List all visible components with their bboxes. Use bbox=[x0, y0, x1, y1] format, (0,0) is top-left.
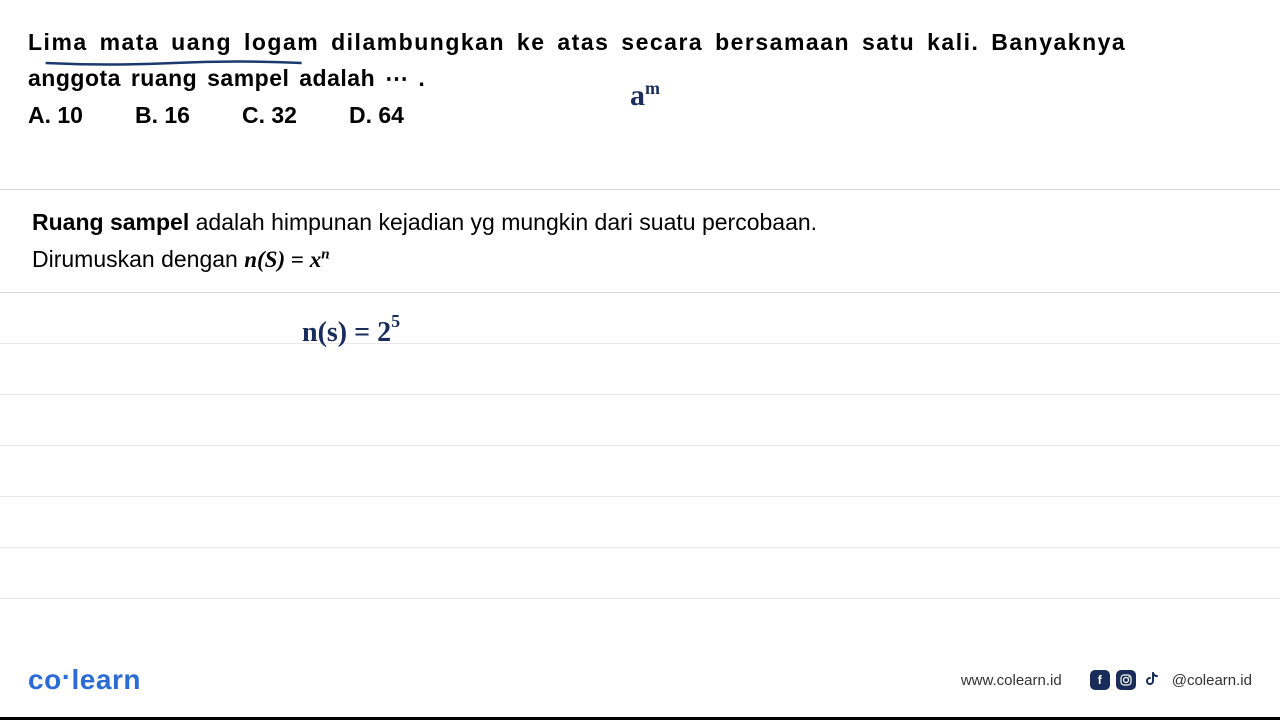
footer-url: www.colearn.id bbox=[961, 672, 1062, 689]
logo-learn: learn bbox=[72, 664, 141, 695]
logo-dot: · bbox=[62, 661, 72, 692]
underline-icon bbox=[28, 59, 319, 67]
annotation-exp: m bbox=[645, 78, 660, 98]
social-handle: @colearn.id bbox=[1172, 672, 1252, 689]
question-line1-rest: dilambungkan ke atas secara bersamaan sa… bbox=[319, 29, 1126, 55]
instagram-icon bbox=[1116, 670, 1136, 690]
handwritten-am-annotation: am bbox=[630, 78, 660, 113]
footer: co·learn www.colearn.id f @colearn.id bbox=[0, 664, 1280, 696]
tiktok-icon bbox=[1142, 670, 1162, 690]
question-line1: Lima mata uang logam dilambungkan ke ata… bbox=[28, 24, 1252, 61]
option-d: D. 64 bbox=[349, 102, 404, 129]
handwritten-exp: 5 bbox=[391, 311, 400, 331]
explanation-rest1: adalah himpunan kejadian yg mungkin dari… bbox=[189, 209, 817, 235]
ruled-line bbox=[0, 598, 1280, 599]
logo: co·learn bbox=[28, 664, 141, 696]
explanation-line1: Ruang sampel adalah himpunan kejadian yg… bbox=[32, 204, 1248, 241]
formula-lhs: n(S) bbox=[244, 247, 285, 272]
explanation-line2: Dirumuskan dengan n(S) = xn bbox=[32, 241, 1248, 279]
explanation-bold-term: Ruang sampel bbox=[32, 209, 189, 235]
question-block: Lima mata uang logam dilambungkan ke ata… bbox=[0, 0, 1280, 145]
option-a: A. 10 bbox=[28, 102, 83, 129]
option-c: C. 32 bbox=[242, 102, 297, 129]
formula-eq: = bbox=[285, 247, 310, 272]
explanation-line2-pre: Dirumuskan dengan bbox=[32, 246, 244, 272]
formula: n(S) = xn bbox=[244, 247, 329, 272]
annotation-base: a bbox=[630, 79, 645, 112]
lined-area: n(s) = 25 bbox=[0, 293, 1280, 599]
handwritten-pre: n(s) = 2 bbox=[302, 317, 391, 348]
social-icons: f @colearn.id bbox=[1090, 670, 1252, 690]
option-b: B. 16 bbox=[135, 102, 190, 129]
underlined-phrase: Lima mata uang logam bbox=[28, 24, 319, 61]
facebook-icon: f bbox=[1090, 670, 1110, 690]
explanation-block: Ruang sampel adalah himpunan kejadian yg… bbox=[0, 190, 1280, 293]
handwritten-solution: n(s) = 25 bbox=[302, 317, 400, 349]
formula-exp: n bbox=[321, 246, 329, 262]
question-underlined-text: Lima mata uang logam bbox=[28, 29, 319, 55]
logo-co: co bbox=[28, 664, 62, 695]
formula-base: x bbox=[310, 247, 322, 272]
